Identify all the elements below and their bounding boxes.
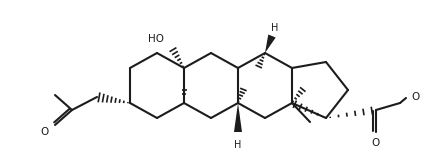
Text: HO: HO [148, 34, 164, 44]
Polygon shape [265, 35, 276, 53]
Text: O: O [411, 92, 419, 102]
Polygon shape [234, 103, 242, 132]
Text: O: O [372, 138, 380, 148]
Text: H: H [271, 23, 279, 33]
Text: H: H [234, 140, 242, 150]
Text: O: O [41, 127, 49, 137]
